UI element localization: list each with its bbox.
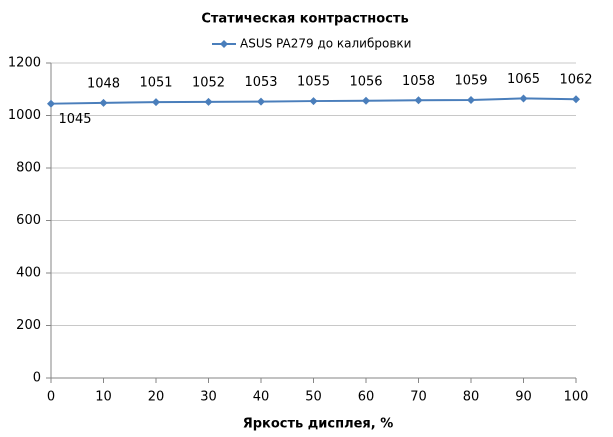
y-tick-label: 1200 bbox=[8, 56, 41, 71]
data-label: 1048 bbox=[87, 76, 120, 91]
marker bbox=[152, 98, 160, 107]
marker bbox=[47, 99, 55, 108]
data-label: 1056 bbox=[349, 74, 382, 89]
data-label: 1051 bbox=[139, 76, 172, 91]
x-tick-label: 70 bbox=[410, 390, 427, 405]
marker bbox=[309, 97, 318, 106]
y-tick-label: 800 bbox=[16, 161, 41, 176]
marker bbox=[99, 98, 108, 107]
x-tick-label: 60 bbox=[358, 390, 375, 405]
y-tick-label: 400 bbox=[16, 266, 41, 281]
x-tick-label: 90 bbox=[515, 390, 532, 405]
y-tick-label: 1000 bbox=[8, 108, 41, 123]
data-label: 1052 bbox=[192, 75, 225, 90]
marker bbox=[519, 94, 528, 103]
x-tick-label: 0 bbox=[47, 390, 55, 405]
marker bbox=[204, 97, 213, 106]
marker bbox=[414, 96, 423, 105]
x-tick-label: 80 bbox=[463, 390, 480, 405]
data-label: 1062 bbox=[559, 73, 592, 88]
x-tick-label: 40 bbox=[253, 390, 270, 405]
x-tick-label: 100 bbox=[564, 390, 589, 405]
x-tick-label: 30 bbox=[200, 390, 217, 405]
x-tick-label: 50 bbox=[305, 390, 322, 405]
y-tick-label: 200 bbox=[16, 318, 41, 333]
y-tick-label: 600 bbox=[16, 213, 41, 228]
data-label: 1055 bbox=[297, 75, 330, 90]
marker bbox=[467, 96, 475, 105]
data-label: 1065 bbox=[507, 72, 540, 87]
x-axis-label: Яркость дисплея, % bbox=[243, 417, 394, 432]
chart-title: Статическая контрастность bbox=[201, 12, 408, 27]
data-label: 1059 bbox=[454, 74, 487, 89]
data-label: 1058 bbox=[402, 74, 435, 89]
marker bbox=[362, 96, 370, 105]
legend-marker bbox=[220, 40, 228, 48]
data-label: 1045 bbox=[58, 112, 91, 127]
x-tick-label: 20 bbox=[148, 390, 165, 405]
marker bbox=[572, 95, 580, 104]
data-label: 1053 bbox=[244, 75, 277, 90]
legend-label: ASUS PA279 до калибровки bbox=[240, 37, 411, 51]
y-tick-label: 0 bbox=[33, 371, 41, 386]
x-tick-label: 10 bbox=[95, 390, 112, 405]
marker bbox=[257, 97, 265, 106]
